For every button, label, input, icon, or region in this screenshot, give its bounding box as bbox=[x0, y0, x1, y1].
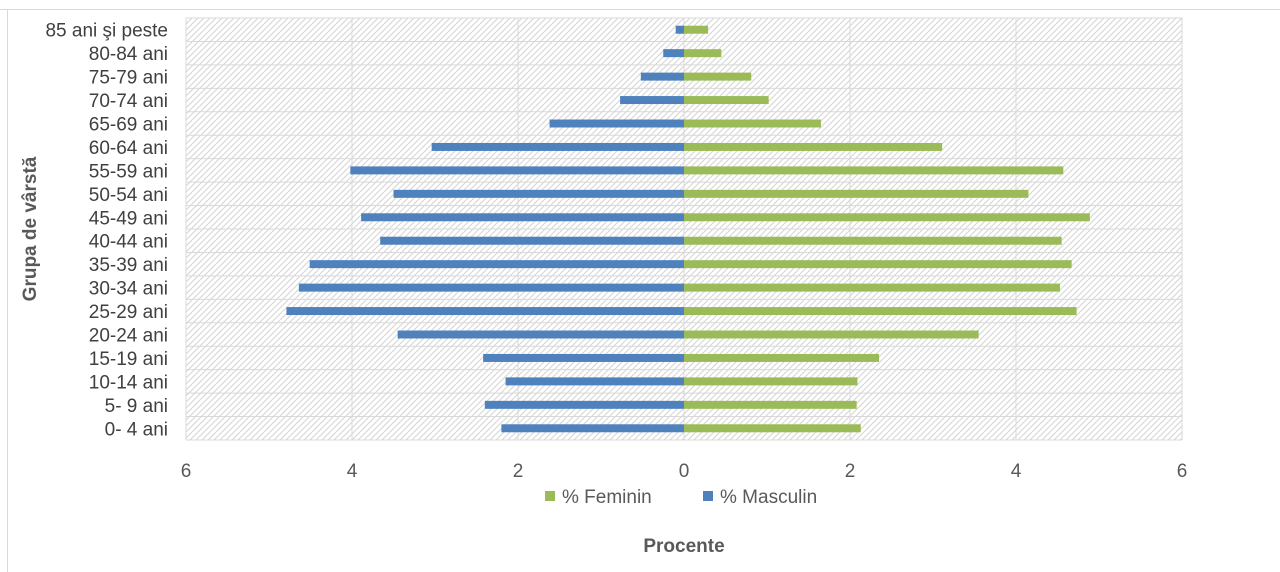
bar-masculin bbox=[640, 72, 684, 81]
y-tick-label: 30-34 ani bbox=[89, 279, 168, 300]
legend-label-feminin: % Feminin bbox=[562, 487, 652, 508]
bar-feminin bbox=[684, 142, 943, 151]
bar-masculin bbox=[361, 213, 684, 222]
bar-feminin bbox=[684, 236, 1062, 245]
y-tick-label: 50-54 ani bbox=[89, 185, 168, 206]
y-tick-label: 45-49 ani bbox=[89, 208, 168, 229]
y-tick-label: 55-59 ani bbox=[89, 161, 168, 182]
y-tick-label: 25-29 ani bbox=[89, 302, 168, 323]
bar-feminin bbox=[684, 189, 1029, 198]
chart-border-top bbox=[0, 9, 1280, 10]
bar-masculin bbox=[620, 96, 684, 105]
bar-masculin bbox=[483, 353, 684, 362]
bar-feminin bbox=[684, 307, 1077, 316]
bar-masculin bbox=[549, 119, 684, 128]
bars bbox=[286, 25, 1090, 433]
bar-feminin bbox=[684, 400, 857, 409]
bar-feminin bbox=[684, 260, 1072, 269]
y-tick-label: 75-79 ani bbox=[89, 68, 168, 89]
bar-masculin bbox=[350, 166, 684, 175]
bar-masculin bbox=[675, 25, 684, 34]
y-tick-label: 10-14 ani bbox=[89, 372, 168, 393]
bar-masculin bbox=[286, 307, 684, 316]
x-tick-label: 2 bbox=[513, 461, 524, 482]
legend-swatch-feminin bbox=[545, 491, 555, 501]
x-tick-label: 4 bbox=[347, 461, 358, 482]
x-axis-tick-labels: 6 4 2 0 2 4 6 bbox=[181, 461, 1188, 482]
legend: % Feminin % Masculin bbox=[545, 487, 817, 508]
x-axis-title: Procente bbox=[643, 536, 724, 557]
bar-feminin bbox=[684, 330, 979, 339]
y-axis-title: Grupa de vârstă bbox=[20, 156, 41, 301]
y-tick-label: 5- 9 ani bbox=[105, 396, 168, 417]
bar-feminin bbox=[684, 25, 709, 34]
bar-masculin bbox=[393, 189, 684, 198]
bar-feminin bbox=[684, 213, 1090, 222]
legend-swatch-masculin bbox=[703, 491, 713, 501]
x-tick-label: 6 bbox=[1177, 461, 1188, 482]
bar-masculin bbox=[397, 330, 684, 339]
bar-feminin bbox=[684, 377, 858, 386]
y-tick-label: 60-64 ani bbox=[89, 138, 168, 159]
gridlines bbox=[185, 17, 1183, 441]
bar-masculin bbox=[501, 424, 684, 433]
bar-feminin bbox=[684, 49, 722, 58]
bar-feminin bbox=[684, 72, 752, 81]
y-tick-label: 85 ani şi peste bbox=[45, 21, 168, 42]
y-tick-label: 20-24 ani bbox=[89, 326, 168, 347]
bar-masculin bbox=[663, 49, 684, 58]
y-tick-label: 80-84 ani bbox=[89, 44, 168, 65]
chart-border-left bbox=[7, 9, 8, 572]
y-tick-label: 15-19 ani bbox=[89, 349, 168, 370]
y-tick-label: 70-74 ani bbox=[89, 91, 168, 112]
x-tick-label: 2 bbox=[845, 461, 856, 482]
bar-masculin bbox=[505, 377, 684, 386]
x-tick-label: 4 bbox=[1011, 461, 1022, 482]
bar-masculin bbox=[484, 400, 684, 409]
bar-masculin bbox=[298, 283, 684, 292]
bar-feminin bbox=[684, 283, 1060, 292]
y-tick-label: 40-44 ani bbox=[89, 232, 168, 253]
bar-masculin bbox=[309, 260, 684, 269]
x-tick-label: 0 bbox=[679, 461, 690, 482]
bar-feminin bbox=[684, 353, 880, 362]
y-tick-label: 35-39 ani bbox=[89, 255, 168, 276]
bar-masculin bbox=[431, 142, 684, 151]
x-tick-label: 6 bbox=[181, 461, 192, 482]
bar-feminin bbox=[684, 424, 861, 433]
y-tick-label: 65-69 ani bbox=[89, 115, 168, 136]
legend-label-masculin: % Masculin bbox=[720, 487, 817, 508]
bar-feminin bbox=[684, 119, 821, 128]
bar-feminin bbox=[684, 166, 1064, 175]
bar-masculin bbox=[380, 236, 684, 245]
bar-feminin bbox=[684, 96, 769, 105]
y-tick-label: 0- 4 ani bbox=[105, 419, 168, 440]
